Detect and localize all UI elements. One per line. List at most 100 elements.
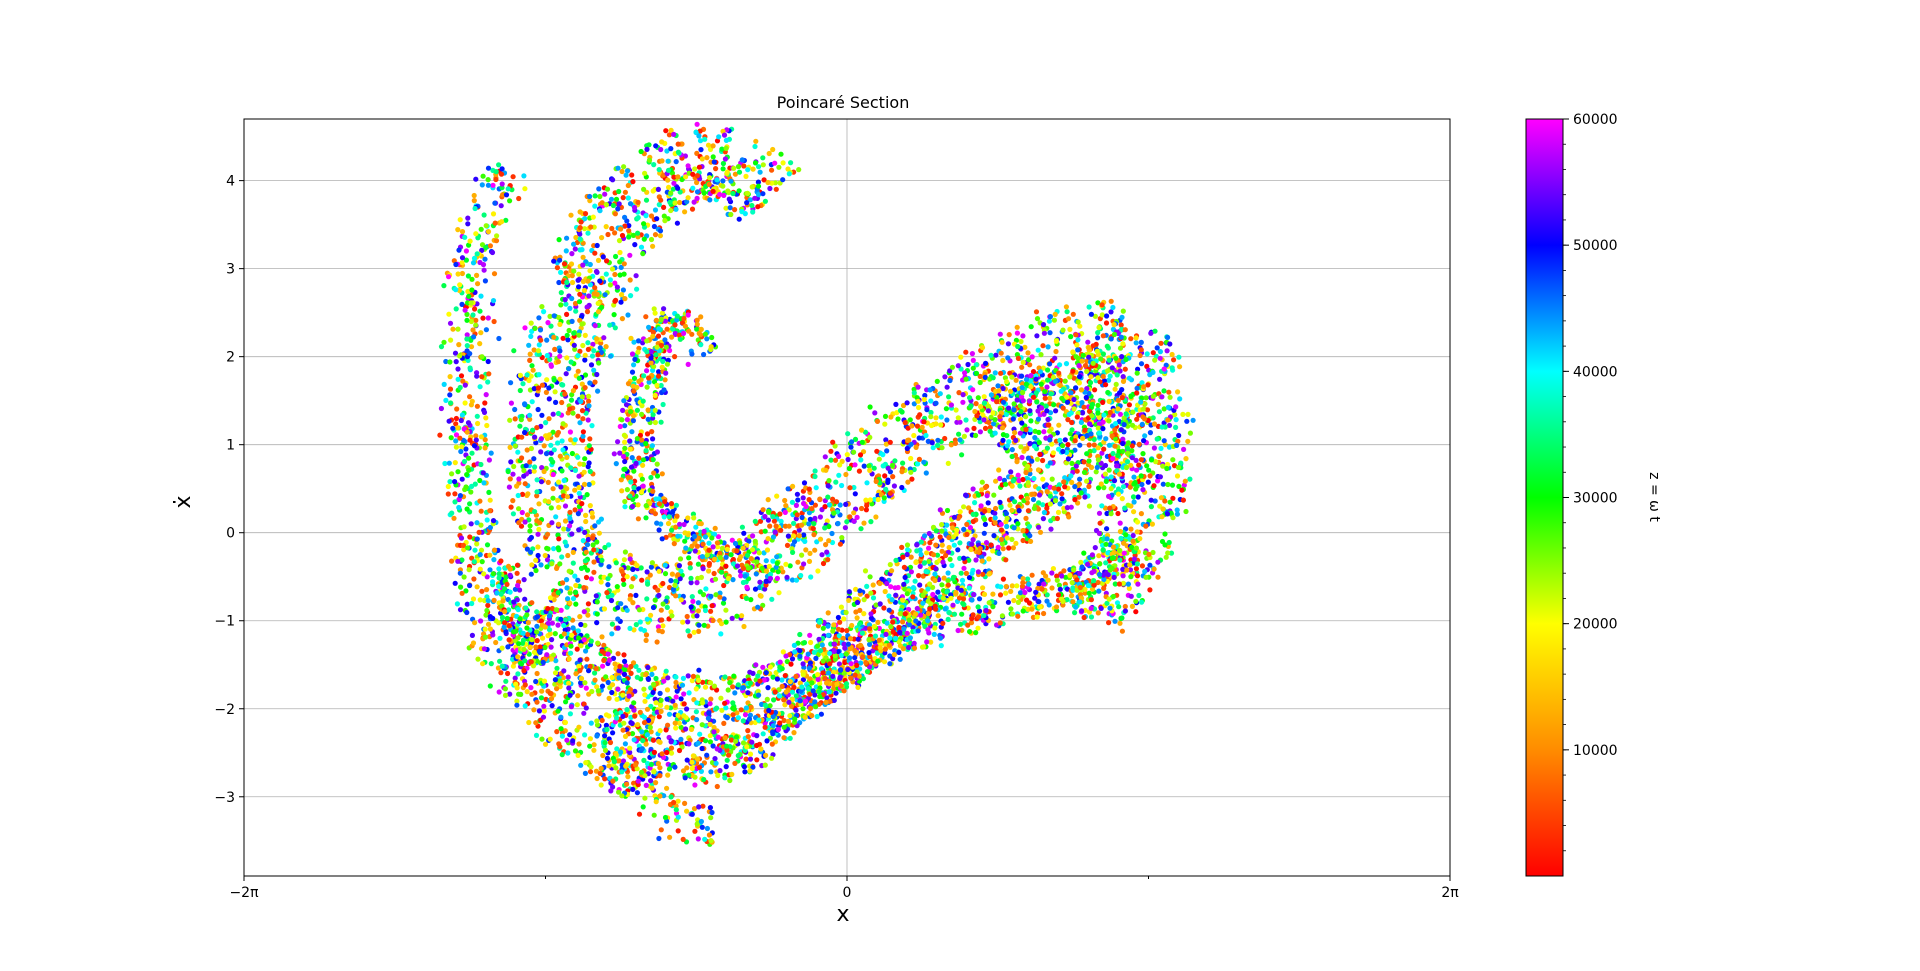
scatter-point — [1117, 345, 1124, 351]
scatter-point — [459, 255, 466, 261]
scatter-point — [793, 502, 800, 508]
scatter-point — [612, 325, 618, 331]
scatter-point — [812, 468, 818, 474]
scatter-point — [559, 554, 565, 560]
scatter-point — [1172, 412, 1178, 418]
scatter-point — [594, 599, 600, 605]
scatter-point — [750, 209, 756, 215]
scatter-point — [469, 450, 475, 456]
scatter-point — [1129, 603, 1135, 610]
scatter-point — [650, 689, 656, 696]
scatter-point — [1185, 438, 1191, 444]
scatter-point — [635, 516, 642, 522]
scatter-point — [758, 529, 764, 535]
scatter-point — [770, 534, 777, 540]
scatter-point — [611, 451, 617, 457]
scatter-point — [1106, 377, 1112, 383]
scatter-point — [1063, 304, 1069, 310]
scatter-point — [503, 217, 509, 223]
scatter-point — [571, 268, 577, 274]
scatter-point — [669, 571, 676, 577]
scatter-point — [749, 202, 755, 209]
scatter-point — [539, 688, 545, 694]
scatter-point — [793, 516, 799, 522]
scatter-point — [1153, 459, 1159, 465]
scatter-point — [584, 309, 591, 315]
scatter-point — [802, 538, 808, 545]
scatter-point — [1151, 483, 1157, 489]
scatter-point — [487, 683, 493, 689]
scatter-point — [955, 547, 961, 553]
scatter-point — [556, 314, 562, 321]
scatter-point — [529, 691, 535, 697]
scatter-point — [1148, 497, 1154, 503]
scatter-point — [475, 281, 481, 287]
scatter-point — [457, 607, 464, 613]
scatter-point — [1136, 441, 1142, 447]
scatter-point — [863, 497, 869, 503]
scatter-point — [630, 179, 636, 185]
scatter-point — [545, 531, 551, 537]
scatter-point — [708, 696, 714, 702]
scatter-point — [465, 215, 471, 221]
scatter-point — [1134, 467, 1140, 473]
scatter-point — [704, 155, 710, 161]
scatter-point — [582, 226, 588, 232]
scatter-point — [803, 547, 809, 553]
scatter-point — [588, 224, 594, 230]
scatter-point — [527, 357, 533, 363]
scatter-point — [607, 282, 614, 288]
scatter-point — [579, 321, 585, 327]
scatter-point — [1116, 418, 1122, 425]
scatter-point — [480, 661, 486, 667]
scatter-point — [703, 586, 709, 592]
scatter-point — [717, 590, 723, 596]
scatter-point — [1164, 348, 1170, 354]
scatter-point — [1074, 342, 1080, 348]
scatter-point — [1120, 308, 1126, 314]
scatter-point — [905, 479, 911, 485]
scatter-point — [782, 523, 789, 529]
scatter-point — [622, 445, 628, 451]
scatter-point — [567, 509, 573, 515]
scatter-point — [631, 627, 637, 633]
scatter-point — [610, 784, 616, 790]
scatter-point — [1173, 404, 1179, 410]
scatter-point — [1136, 462, 1142, 468]
scatter-point — [947, 377, 953, 384]
scatter-point — [874, 418, 881, 424]
scatter-point — [507, 198, 513, 204]
scatter-point — [675, 828, 681, 834]
scatter-point — [473, 433, 479, 439]
scatter-point — [723, 554, 729, 560]
scatter-point — [672, 322, 678, 328]
scatter-point — [685, 163, 691, 169]
scatter-point — [638, 148, 644, 155]
scatter-point — [1013, 540, 1019, 547]
scatter-point — [1147, 430, 1153, 436]
scatter-point — [838, 604, 845, 610]
scatter-point — [606, 564, 612, 570]
scatter-point — [644, 616, 650, 622]
scatter-point — [581, 287, 588, 294]
scatter-point — [970, 387, 976, 393]
scatter-point — [1120, 378, 1127, 384]
scatter-point — [548, 323, 554, 329]
scatter-point — [597, 278, 603, 284]
scatter-point — [796, 167, 802, 173]
grid-lines — [243, 119, 1451, 876]
scatter-point — [950, 576, 956, 582]
scatter-point — [843, 471, 849, 478]
scatter-point — [468, 344, 475, 350]
scatter-point — [448, 337, 454, 343]
scatter-point — [558, 726, 564, 732]
scatter-point — [587, 769, 594, 775]
scatter-point — [764, 568, 770, 574]
scatter-point — [706, 832, 713, 838]
scatter-point — [441, 283, 447, 289]
scatter-point — [1066, 514, 1072, 520]
scatter-point — [1040, 343, 1046, 349]
scatter-point — [630, 786, 636, 793]
scatter-point — [591, 547, 597, 553]
scatter-point — [582, 456, 588, 462]
